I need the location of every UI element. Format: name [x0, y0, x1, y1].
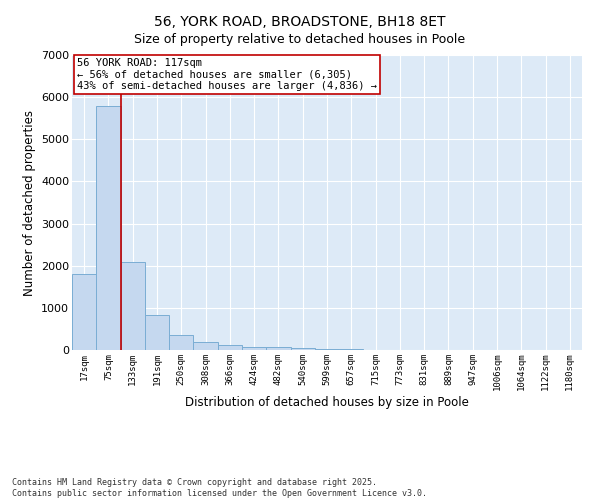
Bar — [193, 342, 218, 350]
Bar — [290, 348, 315, 350]
Bar — [242, 347, 266, 350]
Text: Contains HM Land Registry data © Crown copyright and database right 2025.
Contai: Contains HM Land Registry data © Crown c… — [12, 478, 427, 498]
Bar — [315, 348, 339, 350]
Text: Size of property relative to detached houses in Poole: Size of property relative to detached ho… — [134, 32, 466, 46]
Y-axis label: Number of detached properties: Number of detached properties — [23, 110, 35, 296]
Bar — [266, 348, 290, 350]
Bar — [169, 335, 193, 350]
Text: 56, YORK ROAD, BROADSTONE, BH18 8ET: 56, YORK ROAD, BROADSTONE, BH18 8ET — [154, 15, 446, 29]
Bar — [72, 274, 96, 350]
Bar — [145, 316, 169, 350]
X-axis label: Distribution of detached houses by size in Poole: Distribution of detached houses by size … — [185, 396, 469, 409]
Bar — [96, 106, 121, 350]
Text: 56 YORK ROAD: 117sqm
← 56% of detached houses are smaller (6,305)
43% of semi-de: 56 YORK ROAD: 117sqm ← 56% of detached h… — [77, 58, 377, 91]
Bar — [339, 349, 364, 350]
Bar — [218, 345, 242, 350]
Bar — [121, 262, 145, 350]
